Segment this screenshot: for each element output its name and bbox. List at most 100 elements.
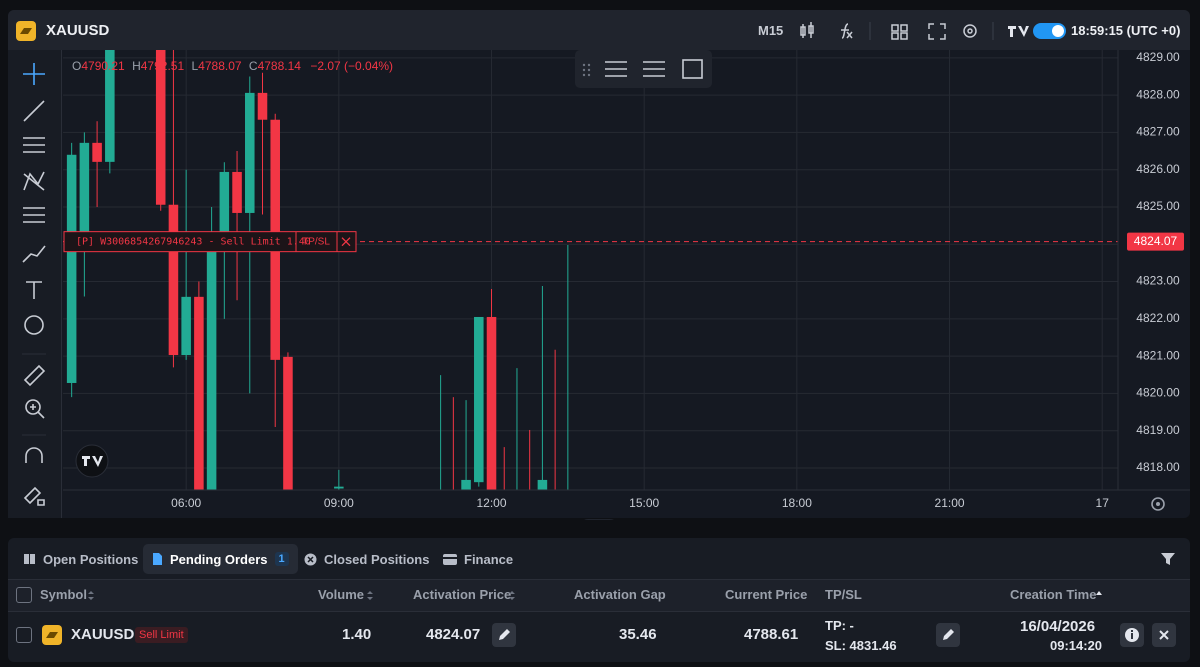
- overlay: [P] W3006854267946243 - Sell Limit 1.40T…: [63, 231, 1184, 253]
- settings-top[interactable]: [963, 24, 977, 38]
- hlines-tool[interactable]: [23, 137, 45, 153]
- indicators-icon[interactable]: [841, 23, 853, 39]
- grid: 4818.00 4819.00 4820.00 4821.00 4822.00 4823.…: [63, 50, 1180, 510]
- y-tick-label: 4825.00: [1136, 199, 1180, 213]
- x-tick-label: 21:00: [935, 496, 965, 510]
- col-creation-time[interactable]: Creation Time: [1010, 587, 1097, 602]
- crosshair-tool[interactable]: [23, 63, 45, 85]
- tool-lines[interactable]: [605, 61, 627, 77]
- tab-count: 1: [274, 552, 289, 566]
- select-all[interactable]: [16, 587, 32, 603]
- tab-finance[interactable]: Finance: [434, 544, 522, 574]
- symbol[interactable]: XAUUSD: [46, 22, 110, 39]
- tab-label: Finance: [464, 551, 514, 567]
- candles: [66, 50, 569, 496]
- col-volume[interactable]: Volume: [318, 587, 364, 602]
- candle-body: [245, 92, 255, 213]
- fib-tool[interactable]: [23, 207, 45, 223]
- order-box: [63, 231, 357, 253]
- x-tick-label: 09:00: [324, 496, 354, 510]
- candle-body: [194, 296, 204, 490]
- y-tick-label: 4823.00: [1136, 274, 1180, 288]
- sort-arrows: [88, 591, 1102, 600]
- y-tick-label: 4829.00: [1136, 50, 1180, 64]
- settings-icon[interactable]: [1151, 497, 1165, 511]
- y-tick-label: 4821.00: [1136, 348, 1180, 362]
- candle-body: [283, 356, 293, 490]
- emoji-tool[interactable]: [24, 315, 44, 335]
- brush-tool[interactable]: [22, 245, 46, 263]
- legend-c: C: [249, 59, 258, 73]
- lock-tool[interactable]: [23, 486, 45, 506]
- y-tick-label: 4827.00: [1136, 125, 1180, 139]
- col-current-price: Current Price: [725, 587, 808, 602]
- col-activation-price[interactable]: Activation Price: [413, 587, 512, 602]
- candle-body: [181, 296, 191, 356]
- line-tool[interactable]: [23, 100, 45, 122]
- zoom-tool[interactable]: [25, 399, 41, 415]
- magnet-tool[interactable]: [25, 447, 43, 463]
- legend-change: −2.07 (−0.04%): [310, 59, 393, 73]
- candle-body: [66, 154, 77, 383]
- top-bar: XAUUSD M15 18:59:15 (UTC +0): [8, 10, 1190, 50]
- tab-closed-positions[interactable]: Closed Positions: [295, 544, 438, 574]
- candle-type-icon[interactable]: [800, 22, 814, 38]
- x-tick-label: 15:00: [629, 496, 659, 510]
- legend-l: L: [191, 59, 198, 73]
- candle-body: [168, 204, 179, 356]
- col-tpsl: TP/SL: [825, 587, 862, 602]
- x-tick-label: 12:00: [476, 496, 506, 510]
- pattern-tool[interactable]: [23, 171, 45, 191]
- y-tick-label: 4828.00: [1136, 87, 1180, 101]
- candle-body: [219, 171, 230, 250]
- candle-body: [461, 479, 471, 490]
- y-tick-label: 4818.00: [1136, 460, 1180, 474]
- y-tick-label: 4822.00: [1136, 311, 1180, 325]
- order-cancel[interactable]: [341, 237, 351, 247]
- row-tp: TP: -: [825, 618, 854, 633]
- legend-high: 4792.51: [141, 59, 185, 73]
- col-symbol[interactable]: Symbol: [40, 587, 87, 602]
- row-select[interactable]: [16, 627, 32, 643]
- edit-tpsl[interactable]: [936, 623, 960, 647]
- candle-body: [525, 494, 535, 496]
- edit-activation[interactable]: [492, 623, 516, 647]
- toggle[interactable]: [1033, 23, 1066, 39]
- cancel-button[interactable]: [1152, 623, 1176, 647]
- text-tool[interactable]: [26, 281, 42, 299]
- candle-body: [512, 494, 522, 496]
- order-tpsl[interactable]: TP/SL: [302, 236, 330, 247]
- candle-body: [474, 316, 484, 483]
- candle-body: [232, 171, 242, 213]
- timeframe[interactable]: M15: [758, 23, 784, 38]
- candle-body: [537, 479, 548, 490]
- ruler-tool[interactable]: [23, 364, 46, 387]
- row-sl: SL: 4831.46: [825, 638, 897, 653]
- clock: 18:59:15 (UTC +0): [1071, 23, 1181, 38]
- row-activation-price: 4824.07: [426, 626, 481, 643]
- row-symbol: XAUUSD: [71, 626, 135, 643]
- candle-body: [155, 50, 166, 205]
- candle-body: [105, 50, 115, 162]
- candle-body: [334, 486, 344, 489]
- tab-pending-orders[interactable]: Pending Orders 1: [143, 544, 298, 574]
- legend-h: H: [132, 59, 141, 73]
- filter-icon[interactable]: [1160, 551, 1176, 567]
- collapse-handle[interactable]: [580, 519, 618, 520]
- candle-body: [206, 249, 217, 490]
- table-header: [8, 580, 1190, 612]
- info-button[interactable]: [1120, 623, 1144, 647]
- templates-icon[interactable]: [891, 24, 908, 40]
- top-icons: [800, 22, 1066, 40]
- x-tick-label: 18:00: [782, 496, 812, 510]
- fullscreen-icon[interactable]: [928, 23, 946, 40]
- tool-rect[interactable]: [682, 59, 703, 79]
- legend-close: 4788.14: [258, 59, 302, 73]
- tab-open-positions[interactable]: Open Positions: [14, 544, 147, 574]
- chart: 4818.00 4819.00 4820.00 4821.00 4822.00 4823.…: [63, 50, 1190, 520]
- tool-lines-2[interactable]: [643, 61, 665, 77]
- tv-logo: [75, 444, 109, 478]
- row-current-price: 4788.61: [744, 626, 799, 643]
- tv-mark: [1008, 26, 1029, 37]
